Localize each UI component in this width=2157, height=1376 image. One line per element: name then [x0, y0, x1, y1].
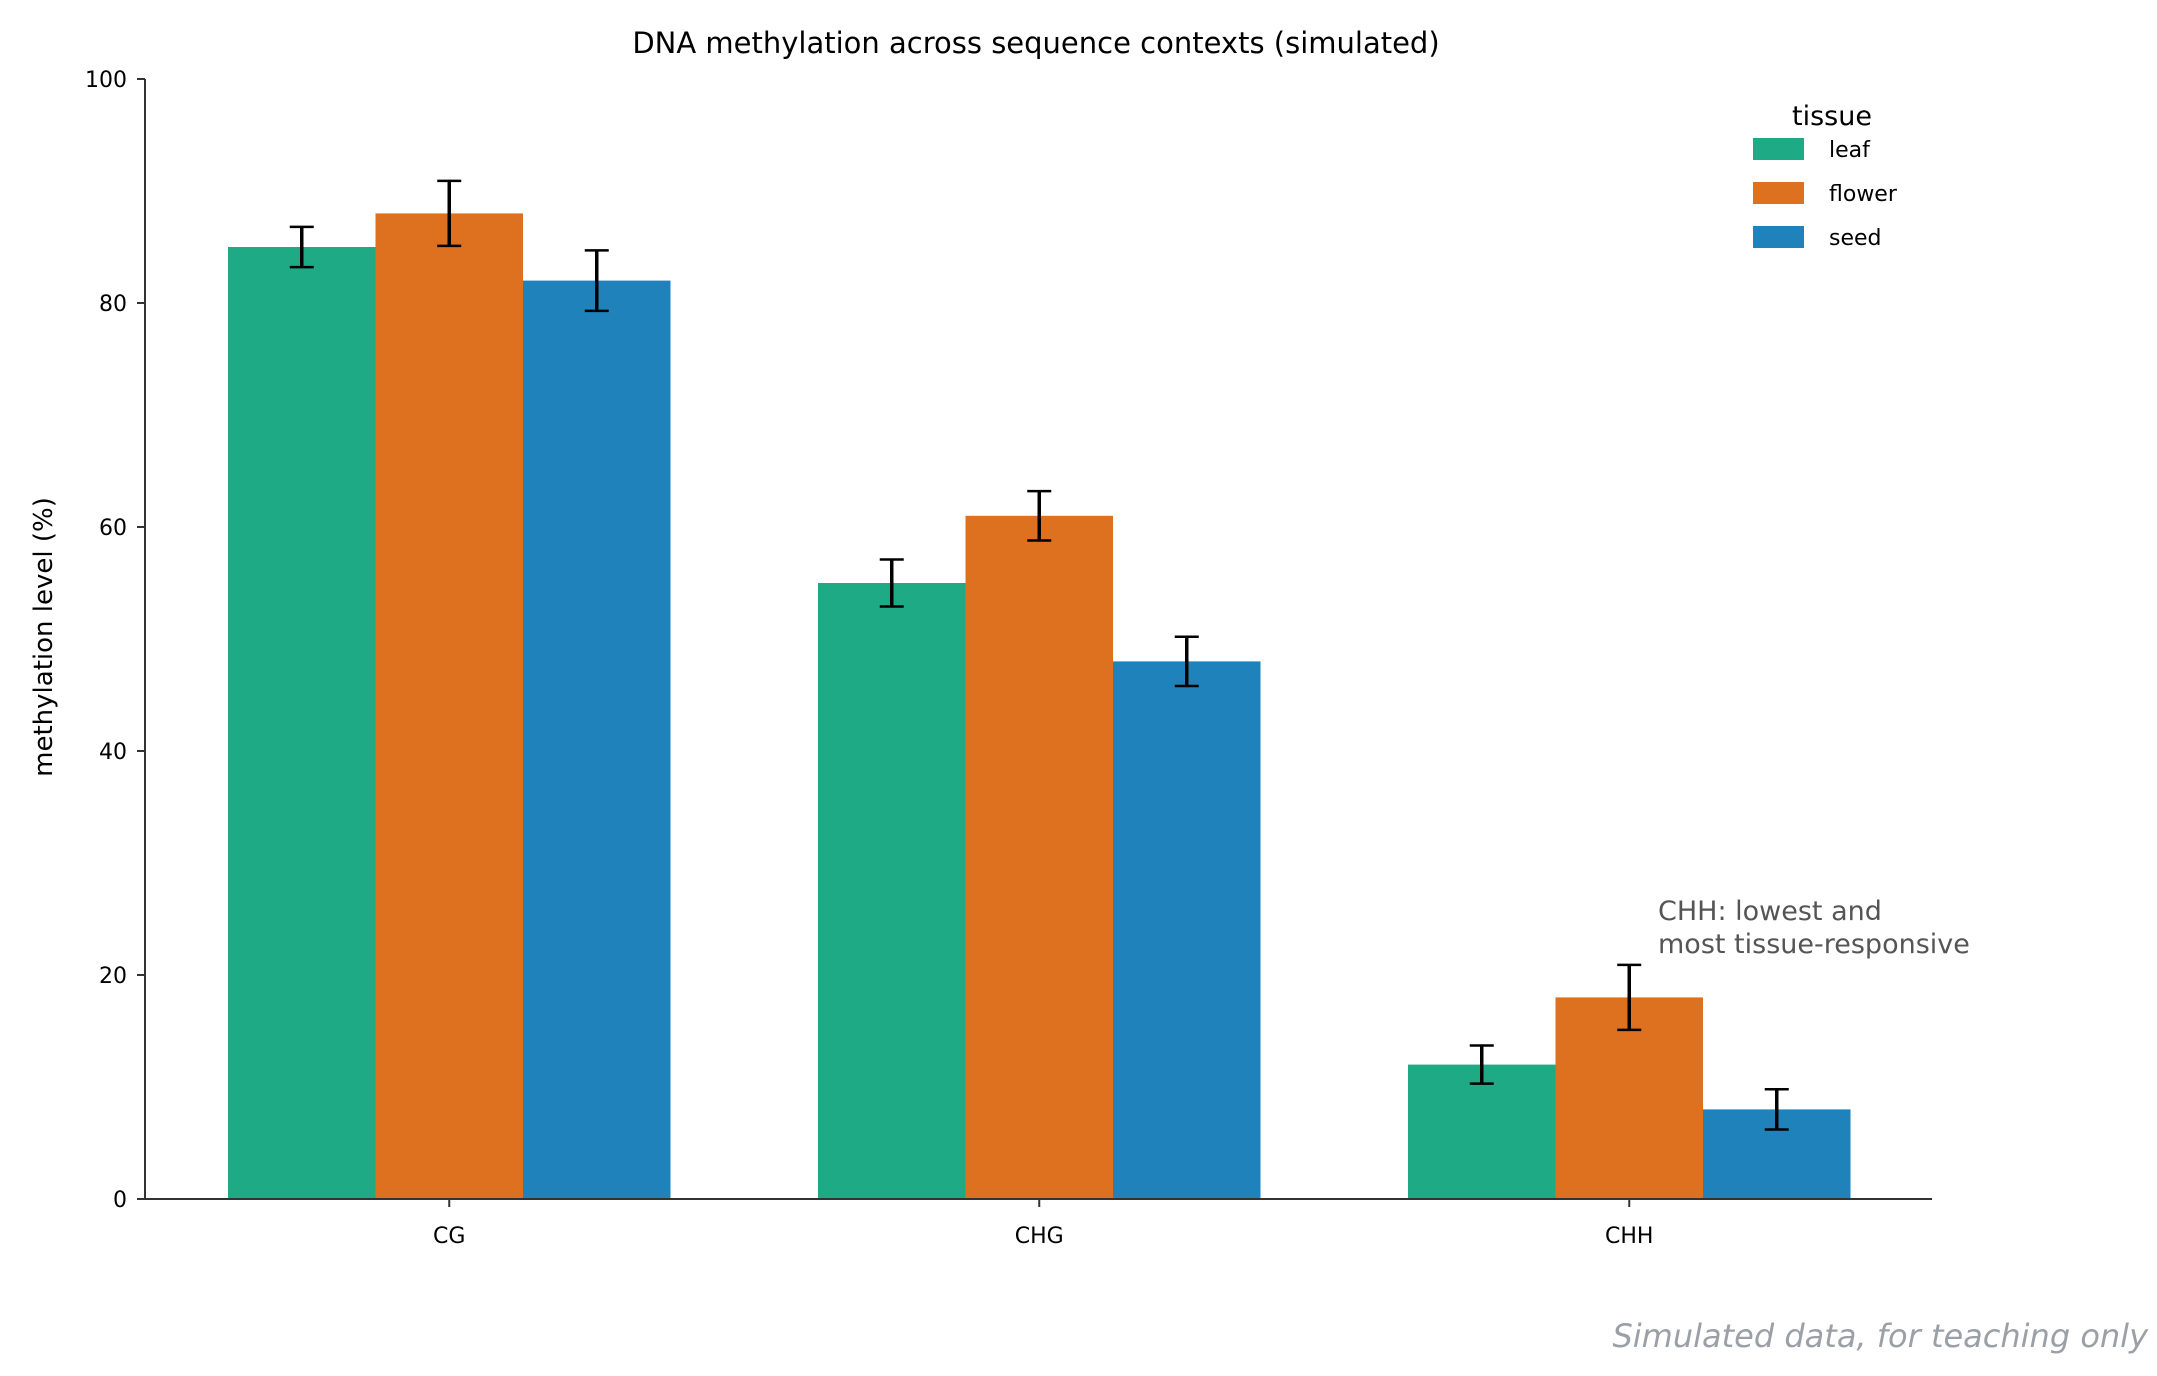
error-bars-group [289, 179, 1789, 1131]
annotation-line-1: CHH: lowest and [1658, 896, 1882, 927]
x-tick-label-CHG: CHG [1015, 1224, 1064, 1249]
bar-leaf-CG [228, 247, 376, 1199]
bar-flower-CHG [965, 515, 1113, 1199]
x-tick-label-CHH: CHH [1605, 1224, 1653, 1249]
legend-swatch-leaf [1753, 138, 1804, 160]
bar-leaf-CHG [818, 583, 966, 1199]
legend-label-leaf: leaf [1829, 138, 1871, 163]
chart-title: DNA methylation across sequence contexts… [632, 26, 1439, 60]
annotation-line-2: most tissue-responsive [1658, 929, 1970, 960]
x-axis: CG CHG CHH [433, 1199, 1653, 1249]
y-tick-label: 40 [99, 740, 127, 765]
y-axis: 0 20 40 60 80 100 [85, 68, 145, 1213]
legend-title: tissue [1792, 101, 1872, 132]
y-tick-label: 80 [99, 292, 127, 317]
y-axis-label: methylation level (%) [29, 497, 59, 777]
y-tick-label: 20 [99, 964, 127, 989]
bars-group [228, 213, 1851, 1200]
bar-seed-CHG [1113, 661, 1261, 1199]
legend-label-flower: flower [1829, 182, 1898, 207]
legend-swatch-seed [1753, 226, 1804, 248]
legend-swatch-flower [1753, 182, 1804, 204]
bar-leaf-CHH [1408, 1064, 1556, 1199]
legend-label-seed: seed [1829, 226, 1882, 251]
y-tick-label: 0 [113, 1188, 127, 1213]
bar-flower-CG [375, 213, 523, 1199]
legend: tissue leaf flower seed [1753, 101, 1898, 251]
y-tick-label: 60 [99, 516, 127, 541]
bar-seed-CG [523, 280, 671, 1200]
y-tick-label: 100 [85, 68, 127, 93]
x-tick-label-CG: CG [433, 1224, 465, 1249]
chh-annotation: CHH: lowest and most tissue-responsive [1658, 896, 1970, 960]
footer-note: Simulated data, for teaching only [1612, 1317, 2149, 1355]
